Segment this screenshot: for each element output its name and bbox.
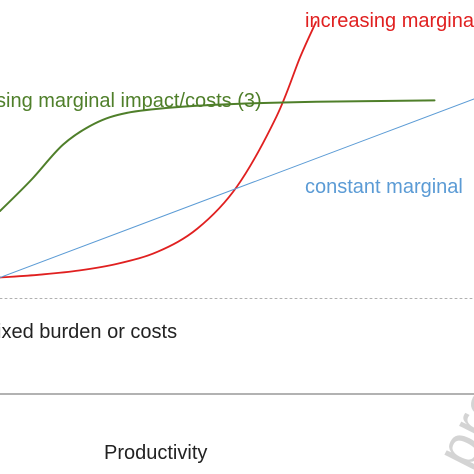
series-line-increasing [0, 21, 317, 279]
series-line-constant [0, 98, 474, 278]
watermark: proof [424, 330, 474, 474]
series-layer [0, 21, 474, 299]
series-label-constant: constant marginal [305, 176, 463, 198]
series-label-decreasing: sing marginal impact/costs (3) [0, 90, 262, 112]
series-label-fixed: ixed burden or costs [0, 321, 177, 343]
series-line-decreasing [0, 99, 436, 212]
x-axis-label: Productivity [104, 442, 207, 464]
series-label-increasing: increasing marginal [305, 10, 474, 32]
